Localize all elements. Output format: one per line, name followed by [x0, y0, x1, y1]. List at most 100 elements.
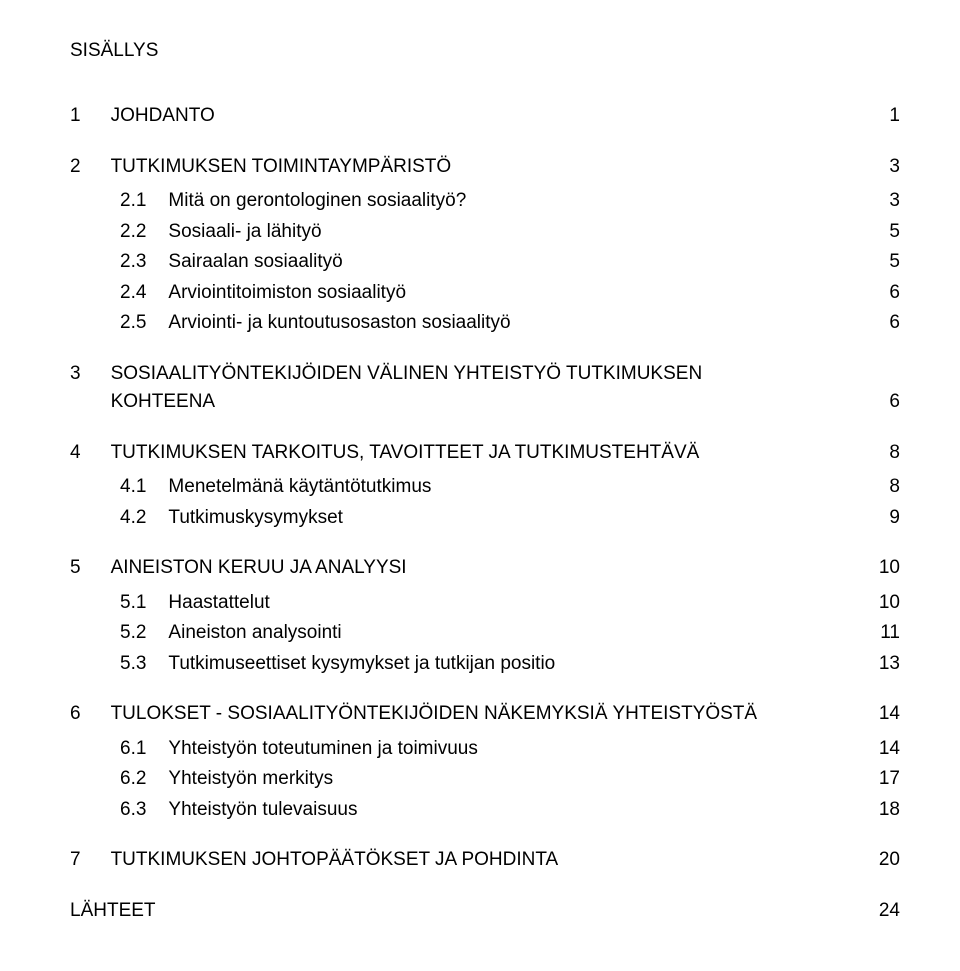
toc-page: 1 — [870, 102, 900, 131]
toc-title: Tutkimuseettiset kysymykset ja tutkijan … — [168, 650, 555, 679]
toc-sub-label: 4.1 Menetelmänä käytäntötutkimus — [70, 473, 431, 502]
toc-sub: 2.1 Mitä on gerontologinen sosiaalityö? … — [70, 187, 900, 216]
toc-sub: 6.1 Yhteistyön toteutuminen ja toimivuus… — [70, 735, 900, 764]
toc-page: 10 — [870, 589, 900, 618]
toc-page: 8 — [870, 439, 900, 468]
toc-num: 5.3 — [120, 650, 146, 679]
toc-section-label: 6 TULOKSET - SOSIAALITYÖNTEKIJÖIDEN NÄKE… — [70, 700, 757, 729]
toc-sub-label: 6.3 Yhteistyön tulevaisuus — [70, 796, 357, 825]
toc-section-label: 2 TUTKIMUKSEN TOIMINTAYMPÄRISTÖ — [70, 153, 451, 182]
toc-sub-label: 5.2 Aineiston analysointi — [70, 619, 342, 648]
toc-title: Sosiaali- ja lähityö — [168, 218, 321, 247]
toc-num: 4.1 — [120, 473, 146, 502]
toc-title: Haastattelut — [168, 589, 269, 618]
toc-title: Yhteistyön tulevaisuus — [168, 796, 357, 825]
toc-sub-label: 6.1 Yhteistyön toteutuminen ja toimivuus — [70, 735, 478, 764]
toc-sub: 2.4 Arviointitoimiston sosiaalityö 6 — [70, 279, 900, 308]
toc-num: 6.3 — [120, 796, 146, 825]
toc-title: Aineiston analysointi — [168, 619, 341, 648]
toc-sub-label: 2.5 Arviointi- ja kuntoutusosaston sosia… — [70, 309, 511, 338]
toc-page: 20 — [870, 846, 900, 875]
toc-sub-label: 2.4 Arviointitoimiston sosiaalityö — [70, 279, 406, 308]
toc-title: Tutkimuskysymykset — [168, 504, 343, 533]
toc-section-label: 4 TUTKIMUKSEN TARKOITUS, TAVOITTEET JA T… — [70, 439, 699, 468]
toc-page: 24 — [870, 897, 900, 926]
toc-sub: 5.1 Haastattelut 10 — [70, 589, 900, 618]
toc-num: 5.2 — [120, 619, 146, 648]
toc-title: SOSIAALITYÖNTEKIJÖIDEN VÄLINEN YHTEISTYÖ… — [111, 360, 791, 417]
toc-page: 5 — [870, 218, 900, 247]
toc-title: Arviointi- ja kuntoutusosaston sosiaalit… — [168, 309, 510, 338]
toc-sub-label: 4.2 Tutkimuskysymykset — [70, 504, 343, 533]
toc-num: 3 — [70, 360, 81, 417]
toc-num: 4 — [70, 439, 81, 468]
toc-num: 2.5 — [120, 309, 146, 338]
toc-sub-label: 2.1 Mitä on gerontologinen sosiaalityö? — [70, 187, 466, 216]
toc-num: 2.2 — [120, 218, 146, 247]
toc-num: 2.1 — [120, 187, 146, 216]
toc-num: 5.1 — [120, 589, 146, 618]
toc-num: 6.1 — [120, 735, 146, 764]
toc-sub-label: 2.3 Sairaalan sosiaalityö — [70, 248, 343, 277]
toc-title: Sairaalan sosiaalityö — [168, 248, 342, 277]
toc-num: 2.4 — [120, 279, 146, 308]
toc-num: 1 — [70, 102, 81, 131]
toc-section: 4 TUTKIMUKSEN TARKOITUS, TAVOITTEET JA T… — [70, 439, 900, 468]
toc-section: 3 SOSIAALITYÖNTEKIJÖIDEN VÄLINEN YHTEIST… — [70, 360, 900, 417]
toc-sub: 4.1 Menetelmänä käytäntötutkimus 8 — [70, 473, 900, 502]
toc-sub: 6.2 Yhteistyön merkitys 17 — [70, 765, 900, 794]
toc-page: 3 — [870, 153, 900, 182]
toc-title: JOHDANTO — [111, 102, 215, 131]
toc-section-label: 1 JOHDANTO — [70, 102, 215, 131]
toc-num: 7 — [70, 846, 81, 875]
toc-page: 14 — [870, 700, 900, 729]
toc-num: 4.2 — [120, 504, 146, 533]
toc-num: 6.2 — [120, 765, 146, 794]
toc-title: TUTKIMUKSEN JOHTOPÄÄTÖKSET JA POHDINTA — [111, 846, 559, 875]
toc-page: 9 — [870, 504, 900, 533]
toc-section: 5 AINEISTON KERUU JA ANALYYSI 10 — [70, 554, 900, 583]
toc-title: Yhteistyön merkitys — [168, 765, 333, 794]
toc-title: Menetelmänä käytäntötutkimus — [168, 473, 431, 502]
toc-sub: 5.3 Tutkimuseettiset kysymykset ja tutki… — [70, 650, 900, 679]
toc-page: 17 — [870, 765, 900, 794]
toc-sub-label: 2.2 Sosiaali- ja lähityö — [70, 218, 322, 247]
toc-num: 2 — [70, 153, 81, 182]
toc-page: 10 — [870, 554, 900, 583]
toc-page: 18 — [870, 796, 900, 825]
toc-title: LÄHTEET — [70, 897, 156, 926]
toc-section: 1 JOHDANTO 1 — [70, 102, 900, 131]
toc-num: 5 — [70, 554, 81, 583]
toc-section-label: 7 TUTKIMUKSEN JOHTOPÄÄTÖKSET JA POHDINTA — [70, 846, 558, 875]
toc-page: 11 — [870, 619, 900, 648]
toc-section: 2 TUTKIMUKSEN TOIMINTAYMPÄRISTÖ 3 — [70, 153, 900, 182]
toc-sub: 6.3 Yhteistyön tulevaisuus 18 — [70, 796, 900, 825]
toc-sub: 2.2 Sosiaali- ja lähityö 5 — [70, 218, 900, 247]
toc-sub: 2.3 Sairaalan sosiaalityö 5 — [70, 248, 900, 277]
toc-section-label: 5 AINEISTON KERUU JA ANALYYSI — [70, 554, 407, 583]
toc-title: Yhteistyön toteutuminen ja toimivuus — [168, 735, 477, 764]
toc-sub-label: 5.3 Tutkimuseettiset kysymykset ja tutki… — [70, 650, 555, 679]
toc-page: 5 — [870, 248, 900, 277]
toc-sub-label: 5.1 Haastattelut — [70, 589, 270, 618]
toc-page: 14 — [870, 735, 900, 764]
toc-title: AINEISTON KERUU JA ANALYYSI — [111, 554, 407, 583]
toc-section: 6 TULOKSET - SOSIAALITYÖNTEKIJÖIDEN NÄKE… — [70, 700, 900, 729]
toc-title: TUTKIMUKSEN TOIMINTAYMPÄRISTÖ — [111, 153, 452, 182]
toc-appendix: LÄHTEET 24 — [70, 897, 900, 926]
toc-page: 6 — [870, 309, 900, 338]
toc-sub-label: 6.2 Yhteistyön merkitys — [70, 765, 333, 794]
toc-appendix-label: LÄHTEET — [70, 897, 156, 926]
toc-num: 6 — [70, 700, 81, 729]
toc-sub: 5.2 Aineiston analysointi 11 — [70, 619, 900, 648]
toc-page: 6 — [870, 388, 900, 417]
toc-section: 7 TUTKIMUKSEN JOHTOPÄÄTÖKSET JA POHDINTA… — [70, 846, 900, 875]
toc-title: TULOKSET - SOSIAALITYÖNTEKIJÖIDEN NÄKEMY… — [111, 700, 758, 729]
page-title: SISÄLLYS — [70, 40, 900, 62]
toc-page: 3 — [870, 187, 900, 216]
toc-sub: 2.5 Arviointi- ja kuntoutusosaston sosia… — [70, 309, 900, 338]
toc-title: TUTKIMUKSEN TARKOITUS, TAVOITTEET JA TUT… — [111, 439, 700, 468]
toc-title: Mitä on gerontologinen sosiaalityö? — [168, 187, 466, 216]
toc-title: Arviointitoimiston sosiaalityö — [168, 279, 406, 308]
toc-page: 6 — [870, 279, 900, 308]
